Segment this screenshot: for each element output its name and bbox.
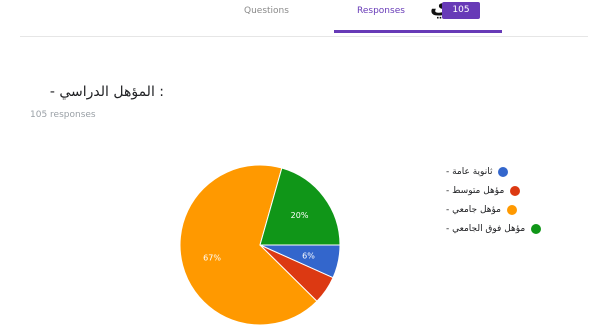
legend-item[interactable]: مؤهل جامعي -	[446, 200, 546, 219]
legend-item[interactable]: مؤهل متوسط -	[446, 181, 546, 200]
top-bar: ي Questions Responses 105	[0, 0, 608, 38]
pie-slice[interactable]	[179, 164, 318, 326]
response-count-badge: 105	[442, 2, 480, 19]
pie-slice-label: 20%	[291, 211, 309, 220]
legend-swatch	[510, 185, 521, 196]
legend-swatch	[531, 223, 542, 234]
chart-legend: ثانوية عامة - مؤهل متوسط - مؤهل جامعي - مؤه…	[446, 162, 546, 238]
active-tab-indicator	[334, 30, 502, 33]
pie-slice[interactable]	[259, 167, 341, 246]
tab-questions[interactable]: Questions	[244, 6, 289, 16]
legend-label: مؤهل فوق الجامعي -	[446, 223, 526, 234]
legend-item[interactable]: مؤهل فوق الجامعي -	[446, 219, 546, 238]
pie-slice-label: 6%	[302, 251, 315, 260]
tab-responses[interactable]: Responses	[357, 6, 405, 16]
legend-label: ثانوية عامة -	[446, 166, 493, 177]
pie-slice-label: 67%	[203, 254, 221, 263]
header-divider	[20, 36, 588, 37]
question-title: : المؤهل الدراسي -	[49, 84, 164, 100]
legend-swatch	[498, 166, 509, 177]
legend-label: مؤهل متوسط -	[446, 185, 505, 196]
legend-item[interactable]: ثانوية عامة -	[446, 162, 546, 181]
response-count-text: 105 responses	[30, 110, 96, 120]
legend-swatch	[506, 204, 517, 215]
legend-label: مؤهل جامعي -	[446, 204, 501, 215]
